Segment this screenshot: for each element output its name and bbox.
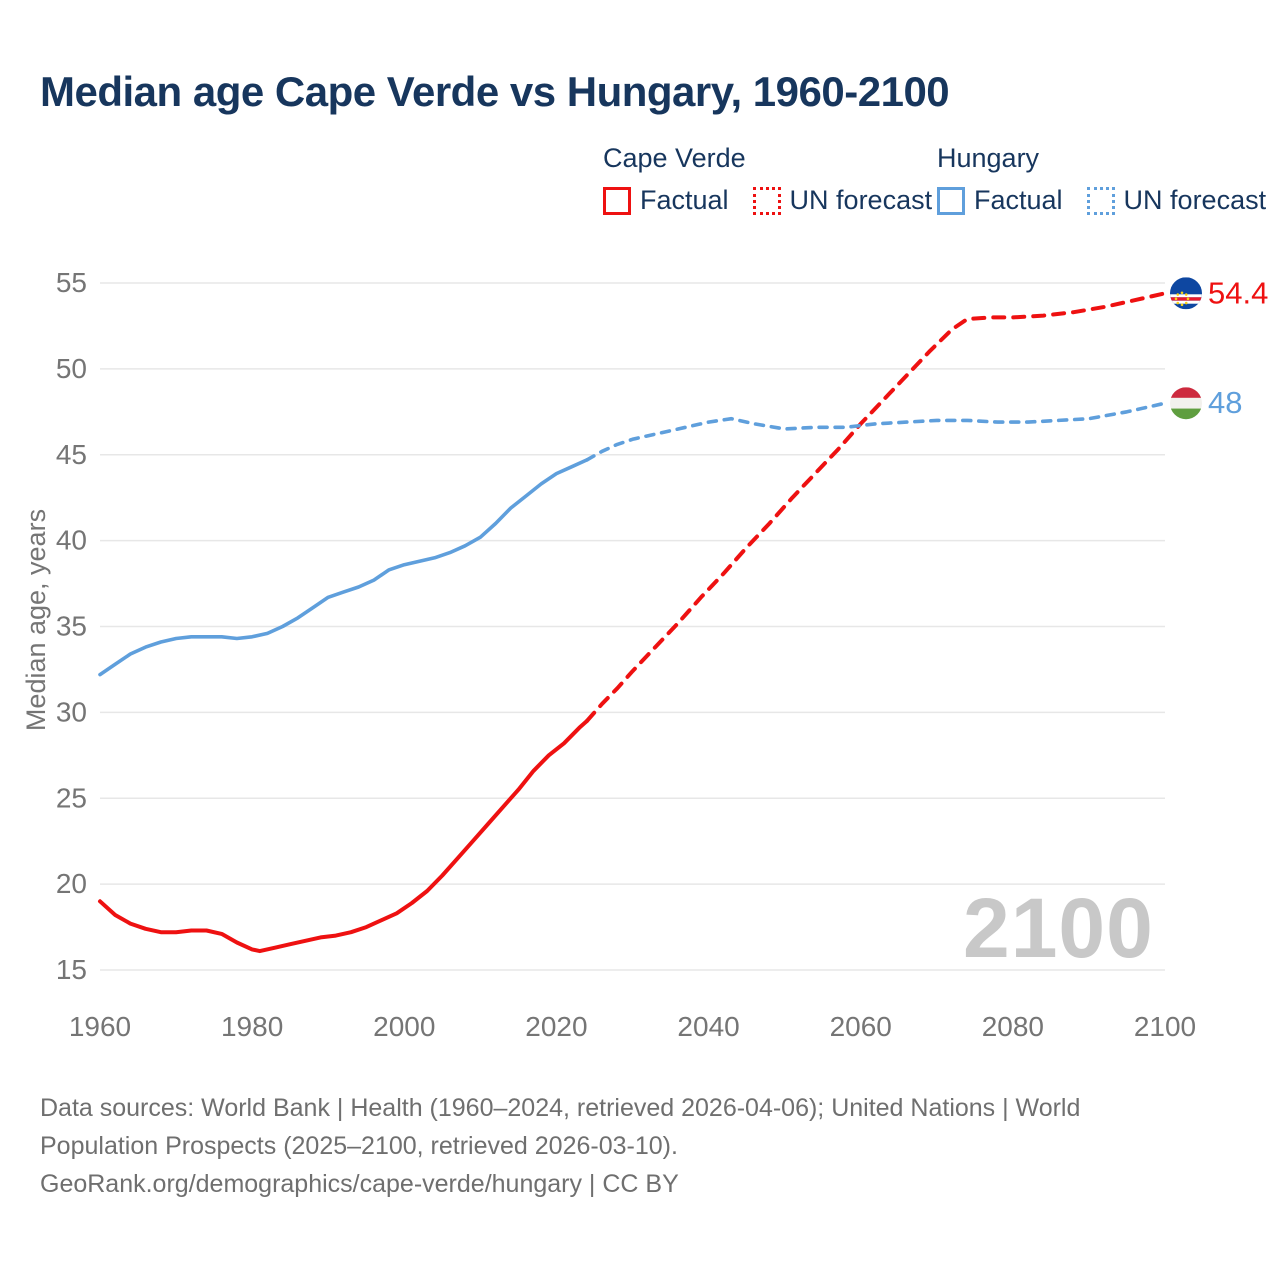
legend-group-cape-verde: Cape Verde Factual UN forecast: [603, 143, 932, 216]
footer-line[interactable]: GeoRank.org/demographics/cape-verde/hung…: [40, 1170, 679, 1198]
x-tick-label: 1960: [69, 1011, 131, 1042]
x-tick-label: 2000: [373, 1011, 435, 1042]
y-tick-label: 20: [56, 868, 87, 899]
factual-swatch-icon: [603, 186, 631, 215]
hungary-flag-icon: [1170, 387, 1202, 420]
legend-group-hungary: Hungary Factual UN forecast: [937, 143, 1266, 216]
hungary-end-value-label: 48: [1208, 385, 1242, 420]
legend-item-label: UN forecast: [1123, 185, 1267, 215]
y-axis-title: Median age, years: [21, 509, 51, 731]
x-tick-label: 2100: [1134, 1011, 1196, 1042]
cape-verde-end-value-label: 54.4: [1208, 275, 1268, 310]
page-title: Median age Cape Verde vs Hungary, 1960-2…: [40, 68, 950, 115]
legend-item-cape-verde-forecast[interactable]: UN forecast: [752, 185, 933, 216]
y-tick-label: 50: [56, 353, 87, 384]
legend-item-label: Factual: [974, 185, 1063, 215]
footer-line: Data sources: World Bank | Health (1960–…: [40, 1094, 1081, 1122]
y-tick-label: 25: [56, 782, 87, 813]
legend-item-hungary-forecast[interactable]: UN forecast: [1086, 185, 1267, 216]
factual-swatch-icon: [937, 186, 965, 215]
legend-group-title: Cape Verde: [603, 143, 746, 173]
hungary-factual-line: [98, 458, 589, 677]
forecast-swatch-icon: [752, 186, 781, 215]
footer-line: Population Prospects (2025–2100, retriev…: [40, 1132, 678, 1160]
hungary-un-forecast-line: [585, 401, 1167, 462]
legend: Cape Verde Factual UN forecast Hungary F…: [0, 143, 1280, 223]
x-tick-label: 2080: [982, 1011, 1044, 1042]
cape-verde-un-forecast-line: [584, 291, 1167, 723]
legend-item-label: Factual: [640, 185, 729, 215]
y-tick-label: 35: [56, 611, 87, 642]
x-tick-label: 1980: [221, 1011, 283, 1042]
legend-item-label: UN forecast: [789, 185, 933, 215]
y-tick-label: 55: [56, 267, 87, 298]
x-tick-label: 2040: [677, 1011, 739, 1042]
y-tick-label: 40: [56, 525, 87, 556]
watermark-year: 2100: [963, 881, 1154, 975]
x-tick-label: 2060: [830, 1011, 892, 1042]
legend-item-cape-verde-factual[interactable]: Factual: [603, 185, 729, 216]
cape-verde-flag-icon: [1170, 277, 1202, 310]
y-tick-label: 30: [56, 696, 87, 727]
data-sources-footer: Data sources: World Bank | Health (1960–…: [40, 1089, 1220, 1203]
legend-group-title: Hungary: [937, 143, 1040, 173]
y-tick-label: 15: [56, 954, 87, 985]
y-tick-label: 45: [56, 439, 87, 470]
x-tick-label: 2020: [525, 1011, 587, 1042]
forecast-swatch-icon: [1086, 186, 1115, 215]
legend-item-hungary-factual[interactable]: Factual: [937, 185, 1063, 216]
cape-verde-factual-line: [98, 719, 589, 954]
